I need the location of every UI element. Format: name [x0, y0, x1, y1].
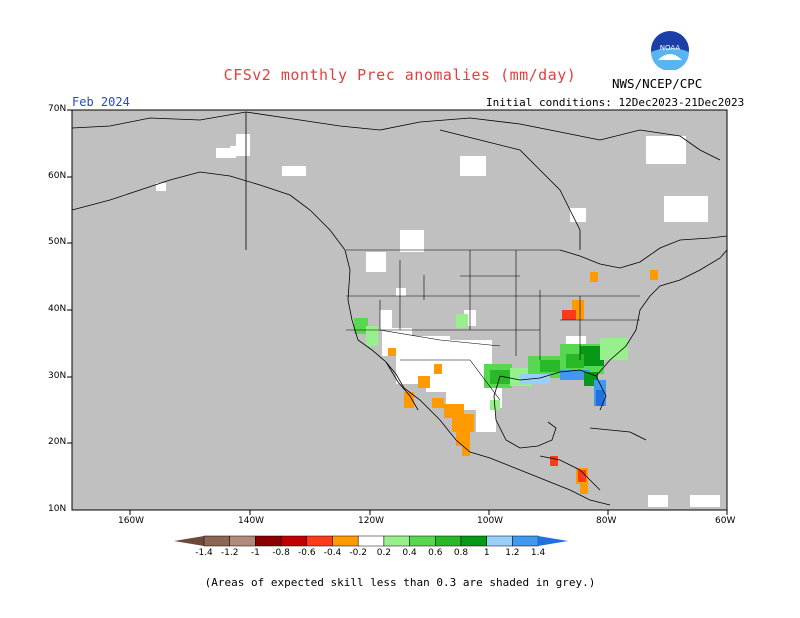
colorbar-segment [229, 535, 256, 547]
lat-tick-label: 10N [48, 504, 67, 514]
map-frame-background [72, 110, 727, 510]
lat-tick-label: 60N [48, 171, 67, 181]
colorbar [174, 535, 569, 547]
lon-tick-label: 140W [238, 516, 265, 526]
lat-tick-label: 50N [48, 237, 67, 247]
colorbar-segment [203, 535, 230, 547]
lat-tick-label: 20N [48, 437, 67, 447]
colorbar-arrow-low [174, 536, 204, 546]
colorbar-segment [486, 535, 513, 547]
colorbar-segment [409, 535, 436, 547]
colorbar-tick-label: 1.2 [505, 548, 520, 558]
colorbar-tick-label: -1 [250, 548, 260, 558]
colorbar-tick-label: 1.4 [530, 548, 546, 558]
lat-tick-label: 40N [48, 304, 67, 314]
lat-tick-label: 70N [48, 104, 67, 114]
colorbar-segment [460, 535, 487, 547]
colorbar-segment [435, 535, 462, 547]
lon-tick-label: 120W [358, 516, 385, 526]
colorbar-segment [255, 535, 282, 547]
colorbar-segment [280, 535, 308, 547]
lon-tick-label: 60W [715, 516, 736, 526]
coastlines [71, 111, 728, 506]
skill-footnote: (Areas of expected skill less than 0.3 a… [204, 576, 596, 589]
colorbar-tick-label: -0.2 [349, 548, 367, 558]
colorbar-segment [332, 535, 359, 547]
political-borders [346, 249, 640, 401]
initial-conditions: Initial conditions: 12Dec2023-21Dec2023 [486, 96, 745, 109]
colorbar-tick-label: 0.6 [428, 548, 443, 558]
svg-text:NOAA: NOAA [660, 44, 681, 52]
colorbar-tick-label: -1.2 [220, 548, 239, 558]
agency-label: NWS/NCEP/CPC [612, 76, 703, 91]
forecast-period: Feb 2024 [72, 95, 130, 109]
colorbar-tick-label: 0.2 [376, 548, 392, 558]
colorbar-tick-label: 1 [483, 548, 490, 558]
lon-tick-label: 160W [118, 516, 145, 526]
map-title: CFSv2 monthly Prec anomalies (mm/day) [223, 66, 577, 84]
colorbar-tick-label: -0.6 [298, 548, 316, 558]
unmasked-areas [156, 134, 720, 507]
colorbar-tick-label: -0.4 [323, 548, 342, 558]
colorbar-tick-label: 0.4 [402, 548, 417, 558]
lon-tick-label: 80W [596, 516, 617, 526]
colorbar-tick-label: -0.8 [272, 548, 290, 558]
lat-tick-label: 30N [48, 371, 67, 381]
colorbar-segment [512, 535, 539, 547]
colorbar-segment [357, 535, 385, 547]
colorbar-segment [383, 535, 410, 547]
dry-anomalies [388, 270, 658, 494]
colorbar-arrow-high [538, 536, 569, 546]
tick-marks [67, 109, 728, 515]
colorbar-tick-label: 0.8 [453, 548, 469, 558]
colorbar-tick-label: -1.4 [195, 548, 213, 558]
lon-tick-label: 100W [477, 516, 504, 526]
noaa-logo: NOAA [651, 31, 689, 70]
colorbar-segment [306, 535, 333, 547]
